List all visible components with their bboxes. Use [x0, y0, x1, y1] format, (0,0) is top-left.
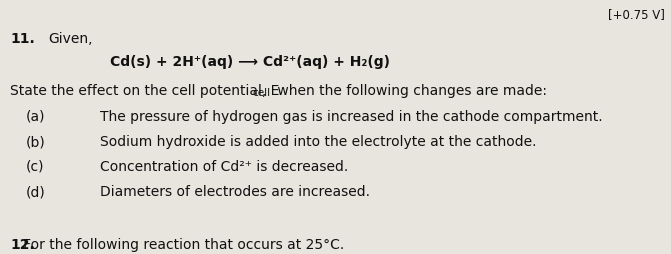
Text: Concentration of Cd²⁺ is decreased.: Concentration of Cd²⁺ is decreased. — [100, 160, 348, 174]
Text: 12.: 12. — [10, 238, 35, 252]
Text: cell: cell — [253, 87, 271, 98]
Text: (c): (c) — [26, 160, 44, 174]
Text: [+0.75 V]: [+0.75 V] — [608, 8, 665, 21]
Text: For the following reaction that occurs at 25°C.: For the following reaction that occurs a… — [10, 238, 344, 252]
Text: State the effect on the cell potential, E: State the effect on the cell potential, … — [10, 84, 279, 98]
Text: The pressure of hydrogen gas is increased in the cathode compartment.: The pressure of hydrogen gas is increase… — [100, 110, 603, 124]
Text: Diameters of electrodes are increased.: Diameters of electrodes are increased. — [100, 185, 370, 199]
Text: 11.: 11. — [10, 32, 35, 46]
Text: when the following changes are made:: when the following changes are made: — [272, 84, 547, 98]
Text: Sodium hydroxide is added into the electrolyte at the cathode.: Sodium hydroxide is added into the elect… — [100, 135, 537, 149]
Text: (d): (d) — [26, 185, 46, 199]
Text: Given,: Given, — [48, 32, 93, 46]
Text: (a): (a) — [26, 110, 46, 124]
Text: (b): (b) — [26, 135, 46, 149]
Text: Cd(s) + 2H⁺(aq) ⟶ Cd²⁺(aq) + H₂(g): Cd(s) + 2H⁺(aq) ⟶ Cd²⁺(aq) + H₂(g) — [110, 55, 390, 69]
